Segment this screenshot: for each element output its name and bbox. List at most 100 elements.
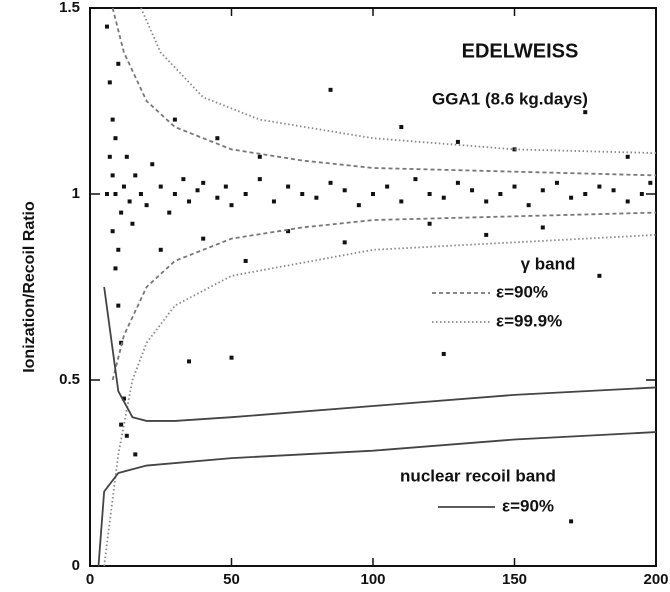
data-point (540, 188, 545, 193)
y-tick-label: 1.5 (59, 0, 80, 16)
data-point (597, 184, 602, 189)
data-point (124, 433, 129, 438)
data-point (104, 192, 109, 196)
data-point (625, 199, 630, 204)
data-point (441, 195, 446, 200)
data-point (427, 221, 432, 226)
data-point (167, 210, 172, 215)
data-point (113, 266, 118, 271)
data-point (172, 192, 177, 196)
data-point (138, 192, 143, 196)
x-tick-label: 50 (223, 571, 240, 588)
data-point (127, 199, 132, 204)
data-point (223, 184, 228, 189)
data-point (133, 452, 138, 457)
legend-label: ε=99.9% (496, 311, 562, 330)
data-point (121, 184, 126, 189)
data-point (119, 210, 124, 215)
y-tick-label: 1 (72, 185, 80, 202)
data-point (187, 359, 192, 364)
data-point (286, 184, 291, 189)
data-point (540, 225, 545, 230)
data-point (484, 199, 489, 204)
data-point (187, 199, 192, 204)
data-point (342, 240, 347, 245)
data-point (257, 177, 262, 182)
data-point (427, 192, 432, 196)
data-point (512, 184, 517, 189)
data-point (526, 203, 531, 208)
x-tick-label: 0 (86, 571, 94, 588)
band-curve (103, 234, 657, 567)
legend-label: ε=90% (496, 282, 548, 301)
data-point (583, 110, 588, 115)
data-point (271, 199, 276, 204)
data-point (583, 192, 588, 196)
band-curve (103, 286, 657, 422)
data-point (144, 203, 149, 208)
legend-title: γ band (521, 254, 576, 273)
data-point (119, 422, 124, 427)
data-point (229, 355, 234, 360)
data-point (107, 80, 112, 85)
data-point (413, 177, 418, 182)
data-point (257, 154, 262, 159)
data-point (399, 199, 404, 204)
chart-title: EDELWEISS (462, 40, 579, 62)
y-tick-label: 0 (72, 557, 80, 574)
data-point (597, 273, 602, 278)
data-point (371, 192, 375, 196)
data-point (639, 192, 644, 196)
data-point (455, 180, 460, 185)
data-point (124, 154, 129, 159)
data-point (328, 87, 333, 92)
data-point (116, 61, 121, 66)
data-point (286, 229, 291, 234)
data-point (455, 139, 460, 144)
data-point (116, 247, 121, 252)
data-point (328, 180, 333, 185)
data-point (119, 340, 124, 345)
data-point (201, 236, 206, 241)
x-tick-label: 150 (502, 571, 527, 588)
data-point (243, 192, 248, 196)
data-point (243, 258, 248, 263)
data-point (110, 229, 115, 234)
band-curve (97, 431, 657, 567)
data-point (158, 247, 163, 252)
band-curve (111, 211, 657, 381)
data-point (611, 188, 616, 193)
data-point (116, 303, 121, 308)
data-point (554, 180, 559, 185)
x-tick-label: 200 (643, 571, 668, 588)
x-tick-label: 100 (360, 571, 385, 588)
legend-label: ε=90% (502, 496, 554, 515)
data-point (569, 519, 574, 524)
band-curve (111, 7, 657, 177)
data-point (195, 188, 200, 193)
data-point (569, 195, 574, 200)
data-point (512, 147, 517, 152)
data-point (399, 125, 404, 130)
data-point (229, 203, 234, 208)
data-point (342, 188, 347, 193)
data-point (470, 188, 475, 193)
data-point (441, 351, 446, 356)
data-point (133, 173, 138, 178)
data-point (113, 192, 118, 196)
data-point (300, 192, 305, 196)
data-point (498, 192, 503, 196)
data-point (648, 180, 653, 185)
data-point (130, 221, 135, 226)
data-point (625, 154, 630, 159)
band-curve (140, 7, 657, 154)
data-point (201, 180, 206, 185)
data-point (158, 184, 163, 189)
data-point (215, 195, 220, 200)
y-tick-label: 0.5 (59, 371, 80, 388)
chart-subtitle: GGA1 (8.6 kg.days) (432, 89, 588, 108)
data-point (107, 154, 112, 159)
data-point (215, 136, 220, 141)
